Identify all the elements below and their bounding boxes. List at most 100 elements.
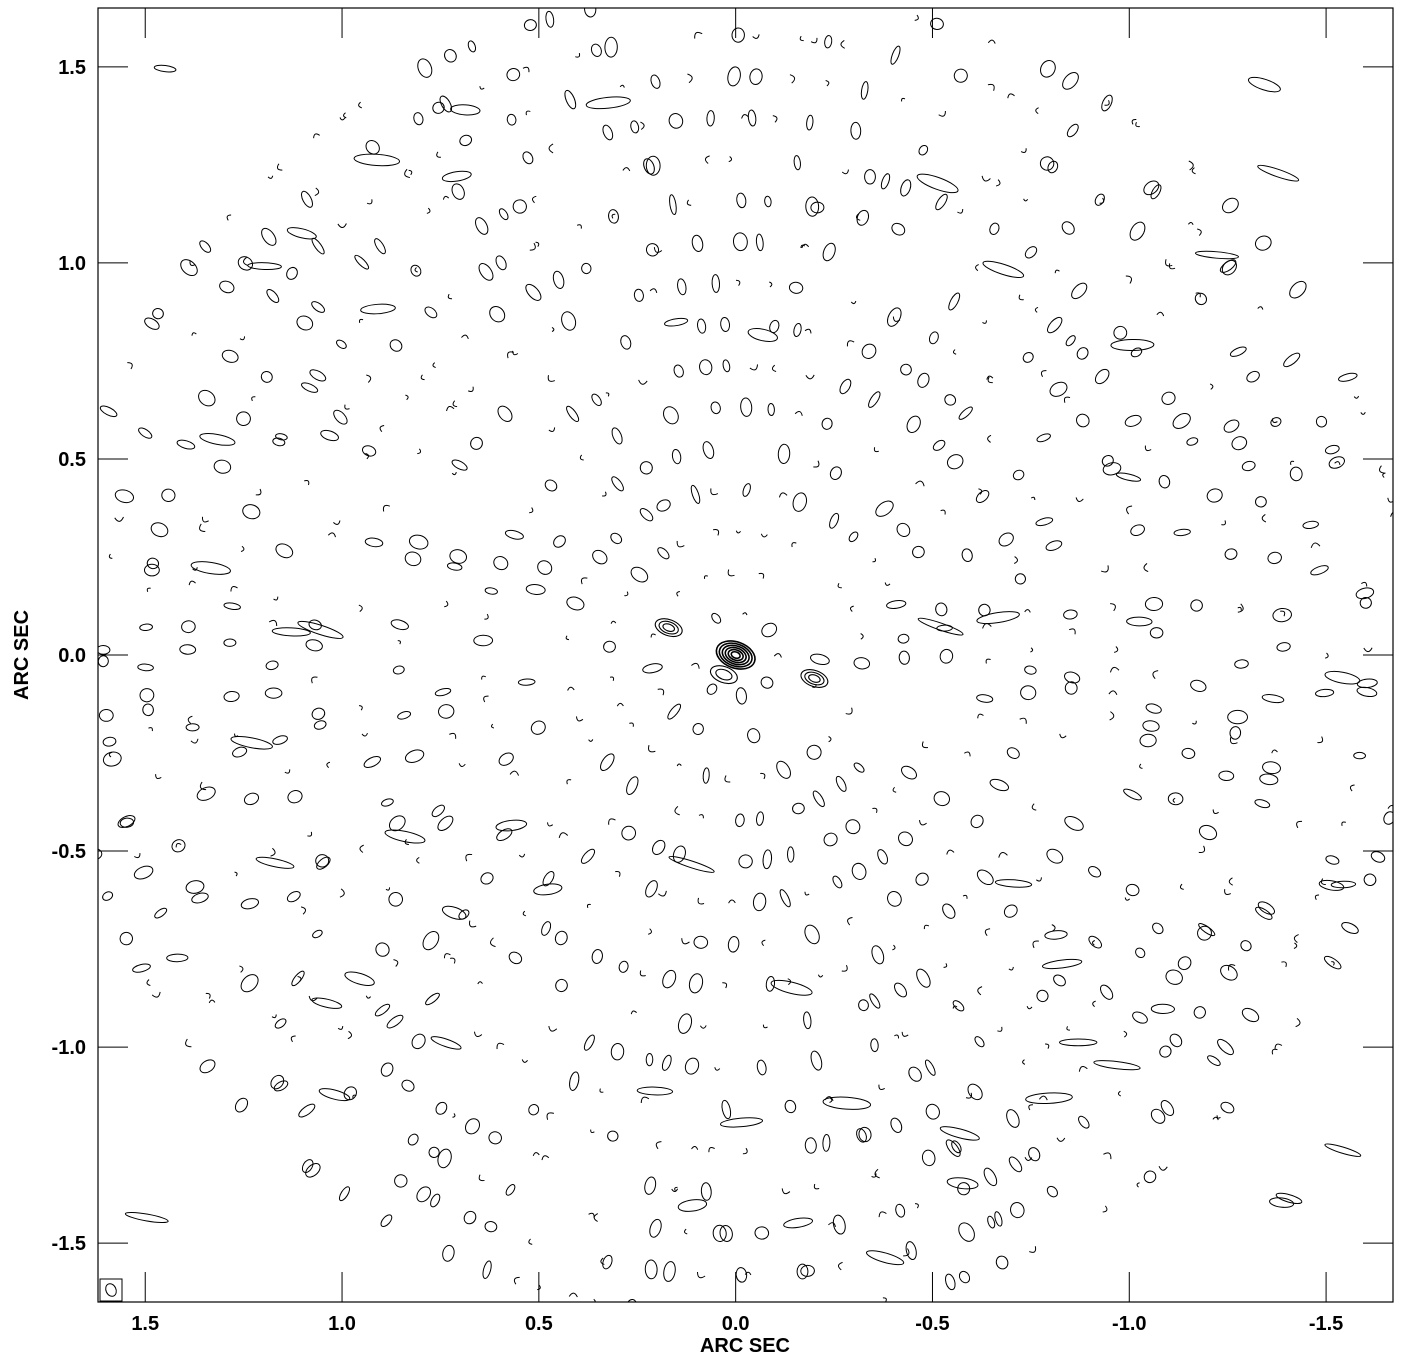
contour-arc: [1039, 1095, 1048, 1101]
contour-arc: [1034, 306, 1039, 313]
contour-sidelobe: [388, 891, 404, 907]
contour-arc: [307, 831, 313, 837]
contour-arc: [1104, 100, 1110, 106]
contour-arc: [915, 480, 925, 487]
contour-sidelobe: [1355, 587, 1375, 600]
contour-arc: [622, 167, 631, 172]
contour-sidelobe: [825, 1301, 841, 1302]
contour-arc: [1054, 269, 1060, 274]
contour-sidelobe: [1283, 352, 1301, 368]
contour-streak: [153, 64, 177, 73]
contour-arc: [903, 1248, 910, 1257]
contour-arc: [1237, 606, 1242, 611]
contour-arc: [478, 1174, 485, 1182]
contour-sidelobe: [945, 1139, 961, 1157]
contour-core: [721, 644, 750, 666]
contour-arc: [648, 744, 656, 753]
contour-sidelobe: [1143, 1170, 1157, 1184]
contour-sidelobe: [939, 648, 954, 664]
contour-arc: [189, 261, 196, 266]
contour-sidelobe: [804, 924, 820, 945]
contour-sidelobe: [651, 839, 666, 855]
contour-arc: [1019, 717, 1027, 724]
contour-arc: [358, 101, 362, 109]
contour-sidelobe: [671, 448, 682, 465]
contour-arc: [239, 336, 246, 341]
contour-sidelobe: [422, 931, 440, 951]
contour-sidelobe: [154, 907, 168, 919]
contour-arc: [452, 400, 458, 408]
contour-arc: [1022, 1059, 1026, 1065]
contour-arc: [547, 822, 554, 827]
contour-sidelobe: [735, 687, 747, 705]
contour-sidelobe: [470, 436, 483, 450]
x-tick-label: -1.0: [1112, 1313, 1146, 1335]
contour-arc: [1224, 889, 1232, 895]
contour-streak: [916, 173, 959, 194]
contour-sidelobe: [669, 194, 677, 215]
contour-sidelobe: [906, 415, 921, 433]
contour-streak: [585, 96, 631, 110]
contour-sidelobe: [512, 199, 527, 214]
contour-sidelobe: [1012, 469, 1025, 481]
contour-sidelobe: [270, 1074, 285, 1090]
contour-sidelobe: [1024, 665, 1037, 675]
contour-arc: [697, 1271, 706, 1279]
contour-sidelobe: [430, 1193, 441, 1208]
contour-sidelobe: [1246, 370, 1260, 383]
contour-sidelobe: [389, 339, 403, 352]
contour-streak: [1093, 1060, 1141, 1071]
contour-arc: [813, 1183, 820, 1190]
contour-arc: [1198, 845, 1206, 854]
contour-sidelobe: [138, 427, 153, 439]
contour-arc: [1274, 1043, 1283, 1050]
contour-arc: [1008, 966, 1014, 971]
contour-arc: [192, 567, 198, 571]
contour-sidelobe: [1094, 193, 1105, 206]
x-tick-label: 1.5: [131, 1313, 159, 1335]
contour-arc: [1188, 160, 1194, 171]
contour-arc: [892, 786, 897, 793]
contour-sidelobe: [569, 1071, 580, 1091]
contour-sidelobe: [1047, 316, 1063, 334]
contour-sidelobe: [1272, 607, 1292, 623]
contour-sidelobe: [696, 318, 707, 334]
contour-sidelobe: [796, 1263, 809, 1280]
contour-arc: [653, 247, 663, 253]
contour-sidelobe: [662, 0, 678, 6]
contour-sidelobe: [1198, 923, 1216, 937]
contour-sidelobe: [272, 735, 288, 745]
contour-sidelobe: [1165, 969, 1183, 985]
contour-sidelobe: [528, 1104, 540, 1116]
contour-streak: [495, 819, 528, 832]
contour-sidelobe: [1359, 596, 1372, 609]
contour-arc: [90, 852, 93, 857]
contour-sidelobe: [1310, 565, 1329, 576]
contour-arc: [366, 374, 372, 383]
contour-sidelobe: [541, 921, 552, 936]
contour-sidelobe: [1124, 414, 1142, 427]
contour-sidelobe: [864, 169, 876, 185]
contour-arc: [600, 1257, 605, 1265]
contour-streak: [822, 1096, 872, 1110]
contour-arc: [638, 379, 648, 385]
contour-sidelobe: [633, 288, 644, 302]
contour-arc: [313, 133, 320, 139]
contour-sidelobe: [642, 663, 663, 674]
contour-sidelobe: [1014, 573, 1027, 585]
contour-sidelobe: [1198, 824, 1218, 841]
contour-sidelobe: [397, 711, 412, 720]
contour-arc: [337, 223, 347, 229]
contour-arc: [1144, 445, 1152, 452]
contour-sidelobe: [957, 1182, 971, 1196]
contour-sidelobe: [936, 624, 953, 632]
contour-arc: [404, 168, 411, 179]
contour-sidelobe: [812, 0, 823, 4]
contour-sidelobe: [850, 121, 862, 140]
contour-sidelobe: [1254, 799, 1271, 809]
contour-sidelobe: [137, 663, 154, 672]
contour-arc: [1293, 942, 1298, 949]
contour-sidelobe: [858, 999, 869, 1012]
contour-sidelobe: [437, 1148, 452, 1169]
